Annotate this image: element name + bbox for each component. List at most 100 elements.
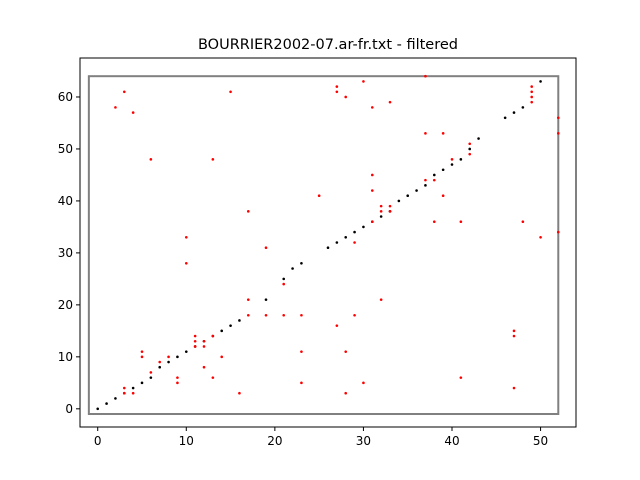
- data-point: [556, 116, 560, 120]
- data-point: [441, 194, 445, 198]
- data-point: [105, 402, 108, 405]
- data-point: [459, 220, 463, 224]
- data-point: [211, 334, 215, 338]
- data-point: [362, 381, 365, 385]
- x-tick-label: 20: [267, 434, 282, 448]
- y-tick-label: 20: [58, 298, 73, 312]
- data-point: [220, 329, 224, 333]
- data-point: [530, 85, 534, 88]
- data-point: [184, 261, 188, 265]
- data-point: [512, 329, 516, 333]
- data-point: [424, 132, 427, 135]
- data-point: [238, 319, 241, 322]
- data-point: [264, 246, 268, 249]
- reference-box: [87, 75, 560, 416]
- data-point: [362, 225, 365, 229]
- data-point: [149, 371, 153, 374]
- data-point: [176, 355, 179, 359]
- data-point: [468, 142, 472, 146]
- data-point: [530, 90, 534, 94]
- data-point: [246, 313, 250, 317]
- y-tick-label: 30: [58, 246, 73, 260]
- data-point: [379, 210, 383, 213]
- data-point: [556, 230, 560, 234]
- y-tick-label: 40: [58, 194, 73, 208]
- data-point: [317, 194, 321, 198]
- data-point: [193, 334, 197, 338]
- data-point: [397, 199, 401, 203]
- data-point: [220, 355, 224, 359]
- data-point: [512, 386, 516, 390]
- data-point: [379, 215, 383, 218]
- data-point: [122, 386, 126, 390]
- data-point: [344, 391, 348, 395]
- data-point: [521, 220, 525, 224]
- data-point: [335, 241, 339, 244]
- x-tick-label: 30: [356, 434, 371, 448]
- data-point: [344, 236, 348, 239]
- data-point: [388, 100, 392, 104]
- data-point: [300, 350, 303, 353]
- data-point: [362, 80, 365, 83]
- data-point: [503, 116, 507, 120]
- data-point: [415, 189, 418, 192]
- data-point: [353, 241, 356, 244]
- data-point: [379, 204, 383, 208]
- data-point: [432, 220, 436, 224]
- data-point: [335, 90, 339, 94]
- data-point: [353, 230, 356, 234]
- data-point: [370, 189, 374, 192]
- data-point: [282, 313, 286, 317]
- data-point: [441, 132, 445, 135]
- data-point: [211, 376, 215, 379]
- data-point: [211, 158, 215, 161]
- reference-box-layer: [87, 75, 560, 416]
- data-point: [122, 90, 126, 94]
- data-point: [432, 178, 436, 182]
- data-point: [468, 147, 472, 151]
- data-point: [149, 376, 153, 379]
- data-point: [140, 381, 144, 385]
- data-point: [229, 324, 232, 327]
- data-point: [167, 360, 170, 364]
- data-point: [326, 246, 330, 249]
- data-point: [176, 381, 179, 385]
- data-point: [370, 106, 374, 109]
- data-point: [512, 334, 516, 338]
- data-point: [530, 100, 534, 104]
- x-tick-label: 50: [533, 434, 548, 448]
- data-point: [521, 106, 525, 109]
- data-point: [291, 267, 294, 270]
- data-point: [459, 376, 463, 379]
- axes-layer: 0 10 20 30 40 50 0 10 20 30 40 50 60: [58, 57, 577, 448]
- data-point: [424, 74, 427, 78]
- data-point: [246, 298, 250, 301]
- data-point: [300, 381, 303, 385]
- data-point: [158, 365, 162, 369]
- data-point: [353, 313, 356, 317]
- data-point: [300, 313, 303, 317]
- axes-frame: [79, 57, 577, 428]
- x-tick-label: 40: [444, 434, 459, 448]
- data-point: [512, 111, 516, 114]
- data-point: [238, 391, 241, 395]
- data-point: [114, 397, 117, 400]
- data-point: [450, 158, 454, 161]
- data-point: [282, 277, 286, 281]
- data-point: [370, 173, 374, 177]
- data-point: [441, 168, 445, 172]
- data-point: [424, 184, 427, 187]
- x-tick-label: 0: [94, 434, 102, 448]
- x-tick-label: 10: [179, 434, 194, 448]
- data-point: [388, 210, 392, 213]
- data-point: [131, 391, 135, 395]
- data-point: [122, 391, 126, 395]
- data-point: [96, 407, 100, 411]
- data-point: [335, 324, 339, 327]
- data-point: [114, 106, 117, 109]
- data-point: [149, 158, 153, 161]
- data-point: [424, 178, 427, 182]
- data-point: [344, 95, 348, 99]
